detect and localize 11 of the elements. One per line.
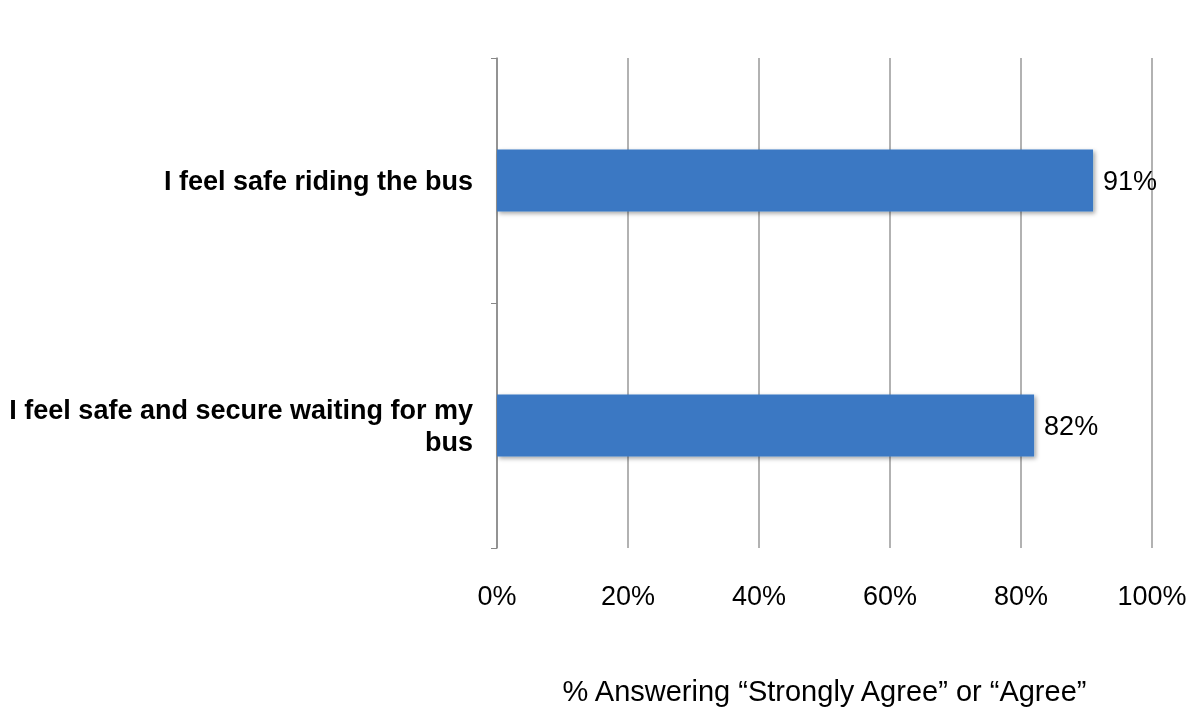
x-tick-label: 40% — [731, 580, 787, 611]
x-tick-label: 80% — [993, 580, 1049, 611]
x-tick-label: 60% — [862, 580, 918, 611]
y-tick-label: I feel safe and secure waiting for my bus — [9, 394, 473, 457]
x-tick-label: 20% — [600, 580, 656, 611]
y-tick-label: I feel safe riding the bus — [163, 165, 473, 196]
x-axis-title: % Answering “Strongly Agree” or “Agree” — [562, 674, 1087, 707]
data-label: 82% — [1044, 410, 1099, 441]
x-tick-label: 100% — [1117, 580, 1187, 611]
data-label: 91% — [1103, 165, 1158, 196]
x-tick-label: 0% — [477, 580, 517, 611]
